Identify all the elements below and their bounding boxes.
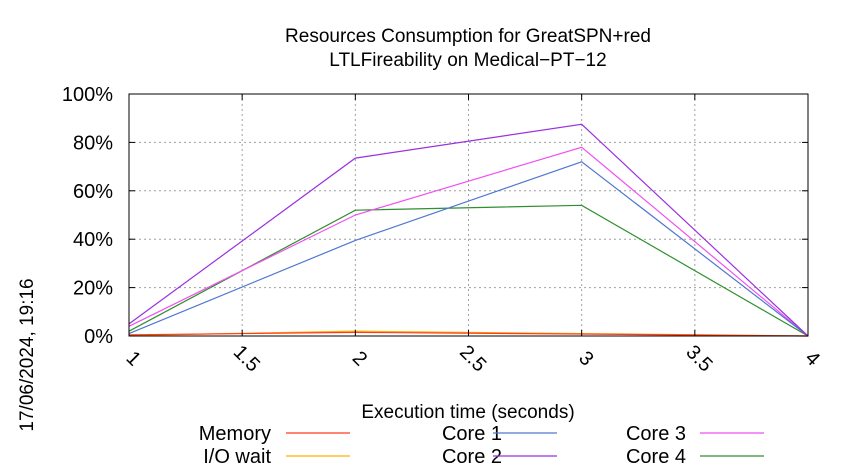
- x-tick-label: 1: [122, 347, 145, 370]
- y-axis-ticks: 0% 20% 40% 60% 80% 100%: [62, 84, 808, 348]
- y-tick-label: 40%: [73, 229, 113, 251]
- grid: [129, 94, 808, 336]
- y-tick-label: 20%: [73, 278, 113, 300]
- legend-label: I/O wait: [203, 446, 271, 468]
- y-tick-label: 0%: [84, 326, 113, 348]
- legend-label: Core 1: [442, 423, 502, 445]
- legend-label: Core 3: [626, 423, 686, 445]
- series-line-core-3: [128, 146, 809, 337]
- chart-title-line-1: Resources Consumption for GreatSPN+red: [285, 26, 651, 47]
- timestamp: 17/06/2024, 19:16: [17, 278, 38, 431]
- y-tick-label: 80%: [73, 132, 113, 154]
- x-tick-label: 1.5: [229, 341, 264, 376]
- legend-label: Core 4: [626, 446, 686, 468]
- x-tick-label: 4: [801, 347, 824, 370]
- y-tick-label: 60%: [73, 181, 113, 203]
- legend-label: Memory: [199, 423, 271, 445]
- chart-title-line-2: LTLFireability on Medical−PT−12: [329, 50, 606, 71]
- series-line-core-1: [128, 161, 809, 337]
- y-tick-label: 100%: [62, 84, 113, 106]
- x-tick-label: 2: [348, 347, 371, 370]
- x-tick-label: 3.5: [681, 341, 716, 376]
- x-axis-label: Execution time (seconds): [361, 402, 574, 423]
- series-line-core-2: [128, 123, 809, 337]
- x-tick-label: 2.5: [455, 341, 490, 376]
- legend-label: Core 2: [442, 446, 502, 468]
- x-tick-label: 3: [574, 347, 597, 370]
